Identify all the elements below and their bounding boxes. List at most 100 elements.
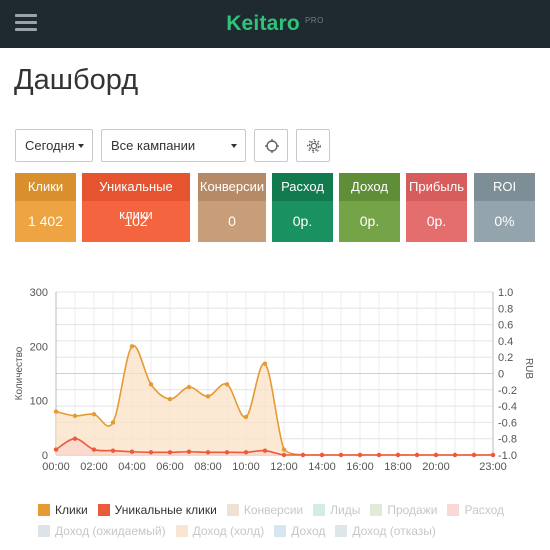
legend-item[interactable]: Клики	[38, 500, 88, 521]
refresh-button[interactable]	[254, 129, 288, 162]
data-point	[148, 382, 154, 387]
x-tick-label: 02:00	[80, 461, 108, 472]
metric-card-label: Прибыль	[406, 173, 467, 201]
metric-card[interactable]: Доход 0р.	[339, 173, 400, 242]
brand-name: Keitaro	[226, 12, 300, 35]
traffic-chart: 0 100 200 300 -1.0 -0.8 -0.6 -0.4 -0.2 0 0.2 0.4 0.6…	[14, 287, 534, 472]
data-point	[186, 384, 192, 390]
metric-card-value: 0р.	[406, 201, 467, 242]
legend-item[interactable]: Доход (ожидаемый)	[38, 521, 166, 542]
legend-label: Продажи	[387, 503, 438, 517]
legend-item[interactable]: Доход	[274, 521, 325, 542]
data-point	[129, 344, 135, 349]
metric-card[interactable]: Расход 0р.	[272, 173, 333, 242]
data-point	[281, 447, 287, 452]
metric-card[interactable]: ROI 0%	[474, 173, 535, 242]
legend-label: Доход (отказы)	[352, 524, 436, 538]
data-point	[262, 361, 268, 366]
metric-card-value: 1 402	[15, 201, 76, 242]
metric-card-value: 0р.	[339, 201, 400, 242]
metric-card-label: ROI	[474, 173, 535, 201]
period-select-value: Сегодня	[25, 138, 75, 153]
metric-card-value: 102	[82, 201, 190, 242]
metric-card-value: 0	[198, 201, 266, 242]
x-tick-label: 12:00	[270, 461, 298, 472]
chevron-down-icon	[231, 144, 237, 148]
legend-label: Доход (холд)	[192, 524, 265, 538]
y-tick-label: 100	[30, 396, 48, 408]
legend-swatch	[226, 504, 239, 516]
data-point	[91, 412, 97, 417]
metric-card-value: 0р.	[272, 201, 333, 242]
legend-swatch	[370, 504, 383, 516]
legend-swatch	[335, 525, 348, 537]
metric-card-label: Конверсии	[198, 173, 266, 201]
y-tick-label-right: -1.0	[498, 450, 517, 462]
metric-card-value: 0%	[474, 201, 535, 242]
x-tick-label: 18:00	[384, 461, 412, 472]
legend-item[interactable]: Конверсии	[226, 500, 304, 521]
data-point	[338, 452, 344, 458]
data-point	[357, 452, 363, 458]
menu-icon[interactable]	[15, 14, 37, 32]
data-point	[205, 450, 211, 455]
period-select[interactable]: Сегодня	[15, 129, 93, 162]
data-point	[167, 396, 173, 402]
legend-item[interactable]: Расход	[447, 500, 504, 521]
legend-swatch	[97, 504, 110, 516]
y-tick-label: 0	[42, 450, 48, 462]
y-tick-label-right: 1.0	[498, 287, 513, 299]
y-tick-label-right: 0.4	[498, 336, 513, 348]
data-point	[433, 452, 439, 458]
data-point	[319, 452, 325, 458]
legend-label: Конверсии	[243, 503, 304, 517]
y-tick-label-right: -0.8	[498, 434, 517, 446]
data-point	[167, 450, 173, 455]
metric-card[interactable]: Уникальные клики102	[82, 173, 190, 242]
data-point	[224, 450, 230, 455]
data-point	[72, 436, 78, 441]
brand-logo[interactable]: Keitaro PRO	[0, 12, 550, 36]
y-tick-label-right: -0.2	[498, 385, 517, 397]
data-point	[414, 452, 420, 458]
legend-item[interactable]: Доход (отказы)	[335, 521, 436, 542]
legend-swatch	[447, 504, 460, 516]
y-tick-label-right: 0	[498, 369, 504, 381]
y-tick-label-right: -0.6	[498, 417, 517, 429]
legend-item[interactable]: Лиды	[313, 500, 360, 521]
data-point	[376, 452, 382, 458]
metric-card-label: Доход	[339, 173, 400, 201]
page-title: Дашборд	[14, 64, 139, 96]
settings-button[interactable]	[296, 129, 330, 162]
series-area	[56, 438, 493, 455]
chevron-down-icon	[78, 144, 84, 148]
data-point	[53, 409, 59, 414]
legend-label: Доход (ожидаемый)	[55, 524, 166, 538]
x-tick-label: 00:00	[42, 461, 70, 472]
x-tick-label: 08:00	[194, 461, 222, 472]
data-point	[72, 413, 78, 419]
metric-card-label: Клики	[15, 173, 76, 201]
legend-item[interactable]: Продажи	[370, 500, 437, 521]
metric-card[interactable]: Конверсии 0	[198, 173, 266, 242]
metric-card[interactable]: Клики 1 402	[15, 173, 76, 242]
legend-swatch	[175, 525, 188, 537]
metric-card-label: Расход	[272, 173, 333, 201]
legend-label: Клики	[55, 503, 88, 517]
legend-label: Доход	[291, 524, 326, 538]
x-tick-label: 06:00	[156, 461, 184, 472]
campaign-select[interactable]: Все кампании	[101, 129, 246, 162]
legend-label: Уникальные клики	[114, 503, 217, 517]
x-tick-label: 16:00	[346, 461, 374, 472]
data-point	[490, 452, 496, 458]
metric-card[interactable]: Прибыль 0р.	[406, 173, 467, 242]
legend-item[interactable]: Доход (холд)	[175, 521, 265, 542]
data-point	[243, 414, 249, 420]
legend-swatch	[313, 504, 326, 516]
legend-item[interactable]: Уникальные клики	[97, 500, 217, 521]
x-tick-label: 20:00	[422, 461, 450, 472]
data-point	[148, 450, 154, 455]
chart-legend: Клики Уникальные клики Конверсии Лиды Продаж…	[38, 500, 518, 542]
data-point	[395, 452, 401, 458]
y-tick-label-right: 0.8	[498, 303, 513, 315]
